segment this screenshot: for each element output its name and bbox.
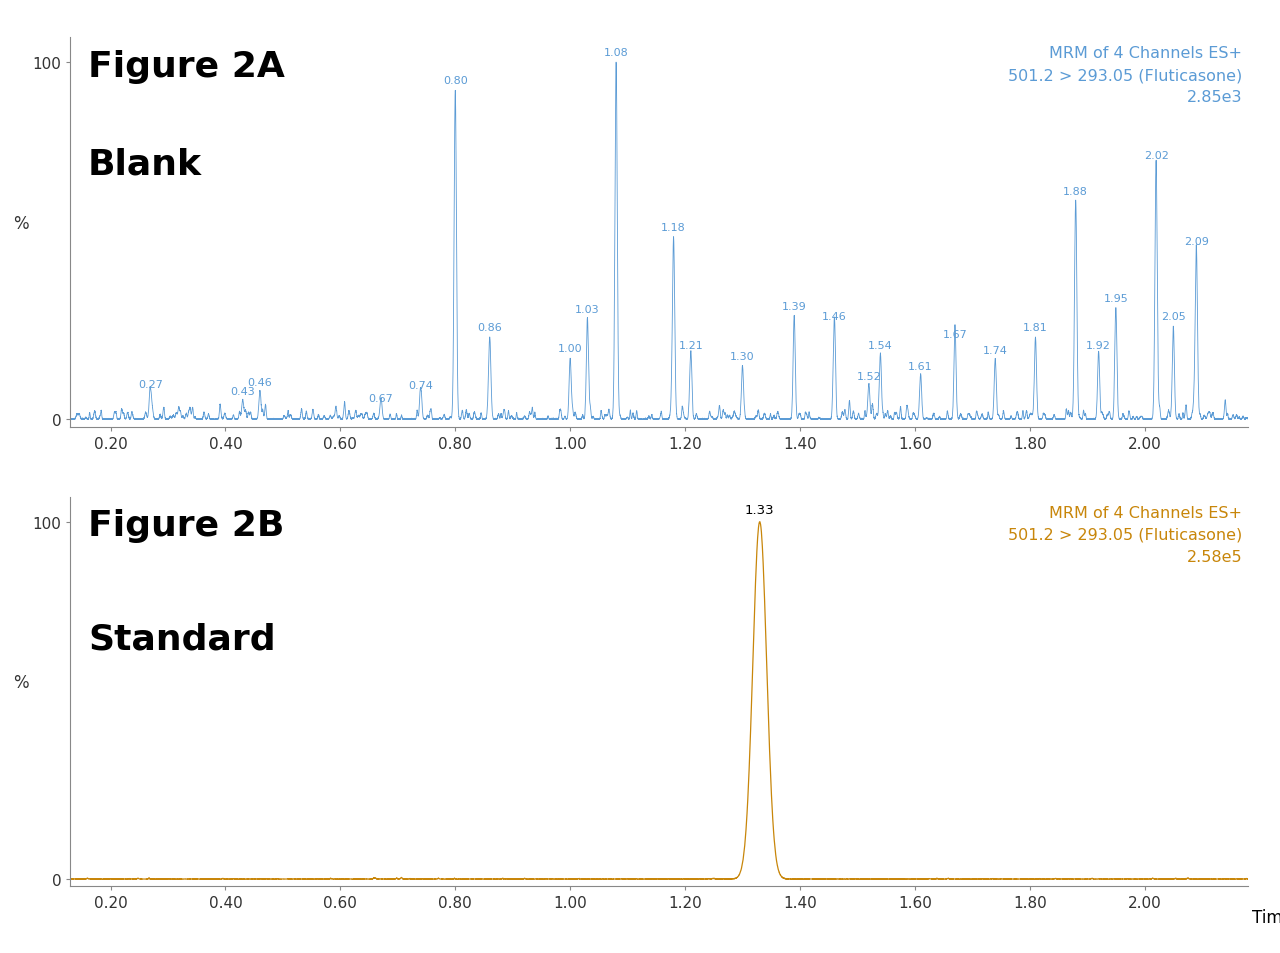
Text: 0.46: 0.46 — [247, 377, 273, 387]
Text: 0.43: 0.43 — [230, 387, 255, 396]
Text: Figure 2B: Figure 2B — [88, 509, 284, 543]
Text: 2.02: 2.02 — [1143, 152, 1169, 161]
Text: 0.74: 0.74 — [408, 381, 433, 391]
Text: 1.03: 1.03 — [575, 305, 600, 314]
Text: 0.86: 0.86 — [477, 323, 502, 333]
Text: 1.30: 1.30 — [730, 351, 755, 361]
Text: 1.39: 1.39 — [782, 301, 806, 312]
Text: MRM of 4 Channels ES+
501.2 > 293.05 (Fluticasone)
2.58e5: MRM of 4 Channels ES+ 501.2 > 293.05 (Fl… — [1007, 505, 1242, 564]
Text: 1.67: 1.67 — [942, 330, 968, 339]
Text: Standard: Standard — [88, 621, 275, 656]
Text: 1.88: 1.88 — [1064, 187, 1088, 197]
Text: 1.61: 1.61 — [909, 362, 933, 372]
Text: 1.81: 1.81 — [1023, 323, 1048, 333]
Text: 1.54: 1.54 — [868, 340, 892, 351]
Text: 1.08: 1.08 — [604, 48, 628, 58]
Text: 1.00: 1.00 — [558, 344, 582, 354]
Text: 1.21: 1.21 — [678, 340, 703, 351]
Text: 1.95: 1.95 — [1103, 294, 1128, 304]
Text: Figure 2A: Figure 2A — [88, 50, 285, 84]
Y-axis label: %: % — [14, 214, 29, 233]
Text: 1.52: 1.52 — [856, 372, 881, 381]
Text: 0.80: 0.80 — [443, 76, 467, 87]
Text: 1.92: 1.92 — [1087, 340, 1111, 351]
Text: 0.27: 0.27 — [138, 379, 164, 390]
Text: MRM of 4 Channels ES+
501.2 > 293.05 (Fluticasone)
2.85e3: MRM of 4 Channels ES+ 501.2 > 293.05 (Fl… — [1007, 46, 1242, 105]
Text: 0.67: 0.67 — [369, 394, 393, 404]
Text: 1.18: 1.18 — [662, 223, 686, 233]
Text: 2.05: 2.05 — [1161, 312, 1185, 322]
Text: 1.46: 1.46 — [822, 312, 847, 322]
Text: Time: Time — [1252, 907, 1280, 925]
Text: 1.74: 1.74 — [983, 346, 1007, 355]
Text: 1.33: 1.33 — [745, 504, 774, 517]
Text: 2.09: 2.09 — [1184, 237, 1208, 247]
Y-axis label: %: % — [14, 674, 29, 692]
Text: Blank: Blank — [88, 147, 202, 181]
